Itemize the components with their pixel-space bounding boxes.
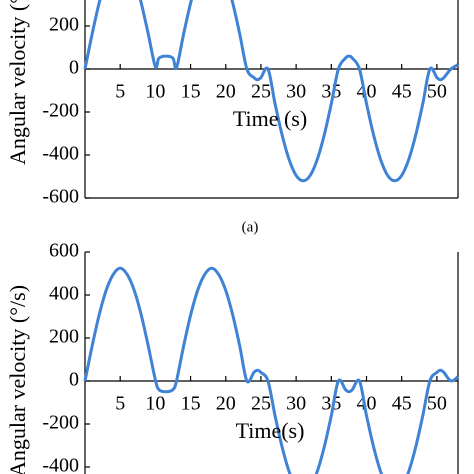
y-axis-label: Angular velocity (°/s)	[5, 285, 30, 474]
x-tick-label: 35	[321, 81, 341, 103]
y-tick-label: 200	[49, 326, 79, 348]
x-tick-label: 50	[427, 393, 447, 415]
data-line	[83, 0, 459, 183]
x-tick-label: 15	[181, 81, 201, 103]
x-tick-label: 25	[251, 393, 271, 415]
x-tick-label: 50	[427, 81, 447, 103]
x-tick-label: 20	[216, 81, 236, 103]
x-tick-label: 10	[145, 393, 165, 415]
x-tick-label: 45	[392, 81, 412, 103]
x-tick-label: 45	[392, 393, 412, 415]
x-tick-label: 15	[181, 393, 201, 415]
y-tick-label: -400	[42, 455, 79, 474]
caption: (a)	[242, 219, 259, 235]
y-tick-label: 0	[69, 369, 79, 391]
x-tick-label: 40	[357, 393, 377, 415]
y-tick-label: 200	[49, 14, 79, 36]
x-tick-label: 35	[321, 393, 341, 415]
y-axis-label: Angular velocity (°/s)	[5, 0, 30, 165]
y-tick-label: 400	[49, 283, 79, 305]
y-tick-label: -200	[42, 100, 79, 122]
x-tick-label: 20	[216, 393, 236, 415]
x-tick-label: 5	[115, 81, 125, 103]
y-tick-label: -200	[42, 412, 79, 434]
data-line	[83, 266, 459, 474]
x-axis-label: Time(s)	[236, 418, 305, 443]
x-tick-label: 30	[286, 393, 306, 415]
y-tick-label: -400	[42, 143, 79, 165]
y-tick-label: -600	[42, 186, 79, 208]
y-tick-label: 0	[69, 57, 79, 79]
x-tick-label: 5	[115, 393, 125, 415]
x-tick-label: 40	[357, 81, 377, 103]
x-tick-label: 10	[145, 81, 165, 103]
x-tick-label: 25	[251, 81, 271, 103]
y-tick-label: 600	[49, 240, 79, 262]
x-tick-label: 30	[286, 81, 306, 103]
x-axis-label: Time (s)	[233, 106, 307, 131]
